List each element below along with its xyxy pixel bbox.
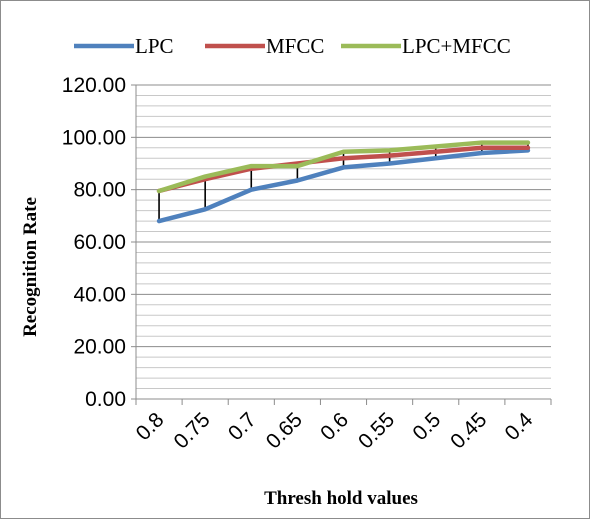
legend: LPC MFCC LPC+MFCC xyxy=(74,34,511,58)
series-line-lpc xyxy=(156,148,531,224)
y-tick-label: 100.00 xyxy=(62,126,126,149)
x-tick-label: 0.55 xyxy=(354,408,399,453)
x-axis-title: Thresh hold values xyxy=(264,488,418,509)
y-tick-label: 80.00 xyxy=(73,179,126,202)
y-tick-label: 0.00 xyxy=(85,388,126,411)
legend-entry: MFCC xyxy=(266,34,324,58)
y-tick-label: 60.00 xyxy=(73,231,126,254)
x-tick-label: 0.8 xyxy=(132,408,169,445)
gridlines xyxy=(136,84,551,390)
x-tick-label: 0.5 xyxy=(408,408,445,445)
x-tick-label: 0.45 xyxy=(446,408,491,453)
x-tick-label: 0.65 xyxy=(262,408,307,453)
series-lines xyxy=(156,140,531,224)
series-line-lpc-mfcc xyxy=(156,140,531,194)
y-axis-title: Recognition Rate xyxy=(20,197,41,337)
y-tick-labels: 0.00 20.00 40.00 60.00 80.00 100.00 120.00 xyxy=(62,74,126,411)
x-tick-labels: 0.8 0.75 0.7 0.65 0.6 0.55 0.5 0.45 0.4 xyxy=(132,408,538,453)
legend-entry: LPC xyxy=(135,34,174,58)
series-line-mfcc xyxy=(156,145,531,194)
y-tick-label: 20.00 xyxy=(73,336,126,359)
x-tick-label: 0.4 xyxy=(501,408,538,445)
y-tick-label: 40.00 xyxy=(73,283,126,306)
x-tick-label: 0.75 xyxy=(170,408,215,453)
axes xyxy=(131,84,552,405)
x-tick-label: 0.6 xyxy=(316,408,353,445)
legend-entry: LPC+MFCC xyxy=(402,34,511,58)
x-tick-label: 0.7 xyxy=(224,408,261,445)
y-tick-label: 120.00 xyxy=(62,74,126,97)
